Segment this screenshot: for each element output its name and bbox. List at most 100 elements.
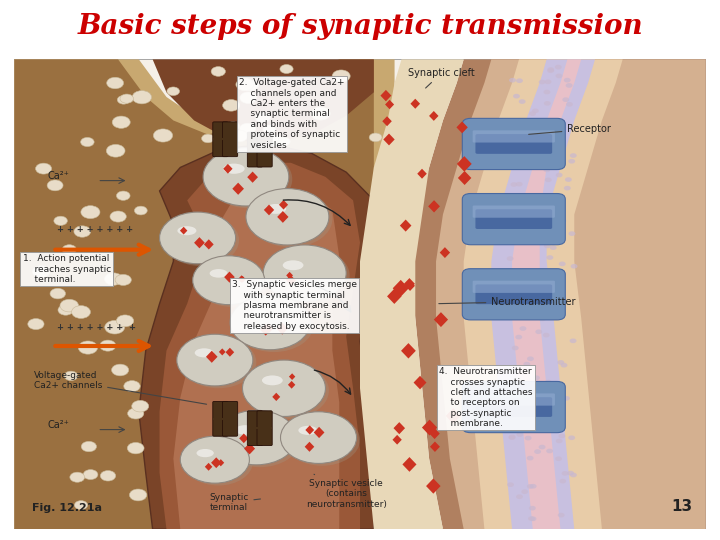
- Ellipse shape: [283, 260, 303, 270]
- Circle shape: [507, 272, 514, 276]
- Polygon shape: [392, 280, 409, 296]
- Circle shape: [516, 78, 523, 83]
- Polygon shape: [410, 99, 420, 109]
- Circle shape: [180, 436, 249, 483]
- Circle shape: [81, 441, 96, 452]
- Circle shape: [552, 199, 559, 204]
- Polygon shape: [380, 90, 392, 102]
- Polygon shape: [428, 200, 440, 212]
- Circle shape: [526, 456, 534, 461]
- Polygon shape: [418, 168, 427, 179]
- Polygon shape: [238, 275, 246, 283]
- Polygon shape: [430, 442, 440, 452]
- Polygon shape: [160, 163, 360, 529]
- Polygon shape: [211, 457, 221, 468]
- Circle shape: [540, 218, 546, 222]
- Circle shape: [548, 411, 555, 415]
- Text: + + + + + + +  +: + + + + + + + +: [58, 322, 136, 332]
- Polygon shape: [394, 422, 405, 434]
- Circle shape: [559, 261, 566, 266]
- Polygon shape: [264, 323, 274, 333]
- Circle shape: [50, 288, 66, 299]
- Circle shape: [70, 472, 85, 482]
- Circle shape: [135, 206, 148, 215]
- Circle shape: [532, 386, 539, 390]
- Circle shape: [523, 362, 531, 367]
- Circle shape: [559, 434, 565, 438]
- Circle shape: [535, 199, 541, 203]
- Polygon shape: [153, 59, 374, 144]
- Polygon shape: [434, 312, 448, 327]
- Circle shape: [556, 173, 562, 177]
- Circle shape: [529, 302, 536, 307]
- Circle shape: [521, 489, 528, 494]
- Circle shape: [78, 341, 98, 354]
- Circle shape: [124, 381, 140, 392]
- FancyBboxPatch shape: [475, 397, 552, 417]
- Polygon shape: [139, 144, 381, 529]
- Circle shape: [559, 219, 567, 223]
- Polygon shape: [512, 59, 581, 529]
- Polygon shape: [247, 172, 258, 183]
- Polygon shape: [14, 59, 395, 529]
- Circle shape: [516, 432, 523, 437]
- Circle shape: [533, 375, 540, 380]
- Circle shape: [211, 66, 225, 76]
- Circle shape: [74, 226, 91, 237]
- Circle shape: [546, 449, 553, 454]
- Circle shape: [546, 255, 554, 260]
- Circle shape: [246, 362, 329, 419]
- Polygon shape: [277, 211, 289, 223]
- Text: 13: 13: [671, 500, 692, 514]
- Circle shape: [535, 329, 542, 334]
- Polygon shape: [387, 289, 402, 304]
- Circle shape: [568, 159, 575, 164]
- Circle shape: [559, 149, 565, 154]
- Circle shape: [565, 177, 572, 182]
- Circle shape: [537, 240, 544, 245]
- Circle shape: [529, 149, 536, 154]
- Circle shape: [507, 256, 513, 261]
- Text: Synaptic cleft: Synaptic cleft: [408, 68, 475, 88]
- Circle shape: [516, 494, 523, 499]
- Circle shape: [544, 79, 552, 84]
- Circle shape: [571, 264, 577, 268]
- FancyBboxPatch shape: [462, 269, 565, 320]
- Circle shape: [555, 65, 562, 70]
- Ellipse shape: [298, 426, 318, 435]
- Polygon shape: [401, 343, 415, 359]
- Circle shape: [555, 284, 562, 288]
- Polygon shape: [204, 239, 214, 249]
- Polygon shape: [225, 348, 234, 357]
- Text: Basic steps of synaptic transmission: Basic steps of synaptic transmission: [77, 13, 643, 40]
- Circle shape: [47, 180, 63, 191]
- Circle shape: [163, 214, 239, 266]
- Ellipse shape: [235, 425, 255, 435]
- Polygon shape: [174, 186, 339, 529]
- Circle shape: [520, 122, 526, 126]
- Circle shape: [84, 470, 98, 480]
- Circle shape: [559, 271, 565, 275]
- Polygon shape: [287, 276, 296, 285]
- Circle shape: [539, 80, 546, 84]
- FancyBboxPatch shape: [472, 206, 555, 218]
- Circle shape: [529, 506, 536, 510]
- Circle shape: [153, 129, 173, 142]
- Circle shape: [35, 163, 52, 174]
- Polygon shape: [413, 376, 426, 389]
- FancyBboxPatch shape: [248, 411, 263, 446]
- Circle shape: [81, 137, 94, 146]
- Circle shape: [561, 363, 567, 368]
- Circle shape: [281, 411, 356, 463]
- Circle shape: [570, 153, 577, 158]
- Circle shape: [369, 133, 382, 141]
- Circle shape: [230, 130, 248, 142]
- Circle shape: [556, 438, 562, 443]
- Circle shape: [529, 516, 536, 521]
- Circle shape: [521, 420, 528, 425]
- Circle shape: [104, 273, 122, 285]
- Circle shape: [544, 165, 551, 170]
- Circle shape: [177, 334, 253, 386]
- FancyBboxPatch shape: [213, 401, 228, 436]
- Circle shape: [240, 123, 256, 134]
